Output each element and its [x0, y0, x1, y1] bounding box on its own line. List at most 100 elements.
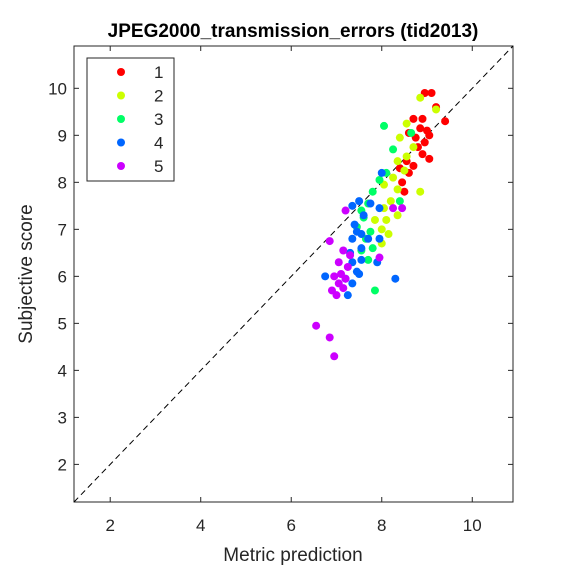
data-point-series-3 [370, 286, 379, 295]
legend-marker-4 [117, 138, 125, 147]
legend-marker-3 [117, 115, 125, 123]
y-tick-label: 4 [58, 361, 67, 380]
data-point-series-4 [357, 255, 366, 264]
data-point-series-5 [332, 291, 341, 300]
x-tick-label: 2 [105, 516, 114, 535]
data-point-series-4 [366, 199, 375, 208]
data-point-series-2 [386, 197, 395, 206]
data-point-series-4 [350, 220, 359, 229]
data-point-series-1 [441, 117, 450, 126]
data-point-series-4 [348, 279, 357, 288]
data-point-series-2 [416, 187, 425, 196]
data-point-series-5 [346, 251, 355, 260]
reference-diagonal-line [73, 45, 514, 503]
data-point-series-2 [393, 211, 402, 220]
data-point-series-5 [334, 258, 343, 267]
data-point-series-2 [384, 230, 393, 239]
data-point-series-2 [382, 215, 391, 224]
data-point-series-4 [321, 272, 330, 281]
data-point-series-4 [355, 270, 364, 278]
y-tick-label: 8 [58, 173, 67, 192]
x-tick-label: 6 [287, 516, 296, 535]
data-point-series-5 [330, 352, 339, 361]
data-point-series-3 [368, 187, 377, 196]
y-axis-ticks: 2 3 4 5 6 7 8 9 10 [48, 79, 513, 474]
x-tick-label: 4 [196, 516, 205, 535]
data-point-series-2 [402, 119, 411, 128]
data-point-series-5 [325, 333, 334, 342]
y-axis-label: Subjective score [16, 204, 37, 343]
data-point-series-4 [359, 211, 368, 220]
legend-marker-2 [117, 91, 125, 100]
data-point-series-4 [355, 197, 364, 206]
data-point-series-5 [339, 284, 348, 293]
data-point-series-3 [407, 128, 416, 137]
data-point-series-1 [409, 114, 418, 123]
data-point-series-4 [348, 201, 357, 210]
data-point-series-4 [357, 244, 366, 253]
data-point-series-5 [330, 272, 339, 281]
y-tick-label: 3 [58, 408, 67, 427]
data-point-series-2 [402, 152, 411, 161]
y-tick-label: 2 [58, 455, 67, 474]
data-point-series-5 [398, 204, 407, 213]
legend-marker-1 [117, 68, 125, 76]
data-point-series-3 [395, 197, 404, 206]
data-point-series-2 [416, 93, 425, 102]
data-point-series-5 [325, 237, 334, 246]
data-point-series-2 [389, 173, 398, 182]
data-point-series-1 [416, 124, 425, 133]
data-point-series-2 [370, 215, 379, 224]
data-point-series-4 [391, 274, 400, 283]
x-tick-label: 10 [463, 516, 482, 535]
data-point-series-1 [425, 154, 434, 163]
data-point-series-1 [418, 150, 427, 159]
data-point-series-2 [432, 105, 441, 114]
legend: 1 2 3 4 5 [86, 57, 175, 182]
data-point-series-4 [357, 230, 366, 239]
data-point-series-1 [418, 114, 427, 123]
data-point-series-3 [389, 145, 398, 154]
data-point-series-5 [375, 253, 384, 262]
legend-label-5: 5 [154, 157, 163, 176]
data-point-series-1 [427, 89, 436, 98]
legend-label-3: 3 [154, 110, 163, 129]
data-point-series-5 [312, 321, 321, 330]
data-point-series-5 [341, 206, 350, 215]
y-tick-label: 9 [58, 126, 67, 145]
data-point-series-4 [375, 204, 384, 213]
x-axis-label: Metric prediction [223, 545, 362, 566]
data-point-series-4 [343, 291, 352, 300]
legend-box [86, 57, 175, 182]
legend-label-2: 2 [154, 87, 163, 106]
y-tick-label: 7 [58, 220, 67, 239]
y-tick-label: 10 [48, 79, 67, 98]
data-point-series-4 [348, 234, 357, 243]
legend-marker-5 [117, 162, 125, 170]
data-point-series-2 [393, 157, 402, 166]
data-point-series-2 [395, 133, 404, 142]
data-point-series-1 [400, 187, 409, 196]
data-point-series-3 [380, 121, 389, 130]
data-point-series-3 [375, 175, 384, 184]
data-point-series-3 [366, 227, 375, 236]
data-point-series-3 [368, 244, 377, 253]
x-tick-label: 8 [377, 516, 386, 535]
data-point-series-1 [398, 178, 407, 187]
y-tick-label: 5 [58, 314, 67, 333]
data-point-series-5 [339, 246, 348, 255]
data-point-series-4 [364, 234, 373, 243]
data-point-series-2 [377, 225, 386, 234]
data-point-series-2 [400, 166, 409, 175]
legend-label-1: 1 [154, 63, 163, 82]
data-point-series-5 [343, 262, 352, 271]
x-axis-ticks: 2 4 6 8 10 [105, 46, 482, 535]
data-point-series-4 [375, 234, 384, 243]
data-point-series-1 [425, 131, 434, 140]
data-point-series-2 [409, 143, 418, 152]
data-points [312, 89, 450, 361]
legend-label-4: 4 [154, 134, 163, 153]
data-point-series-4 [377, 168, 386, 177]
data-point-series-5 [341, 274, 350, 283]
data-point-series-3 [364, 255, 373, 264]
